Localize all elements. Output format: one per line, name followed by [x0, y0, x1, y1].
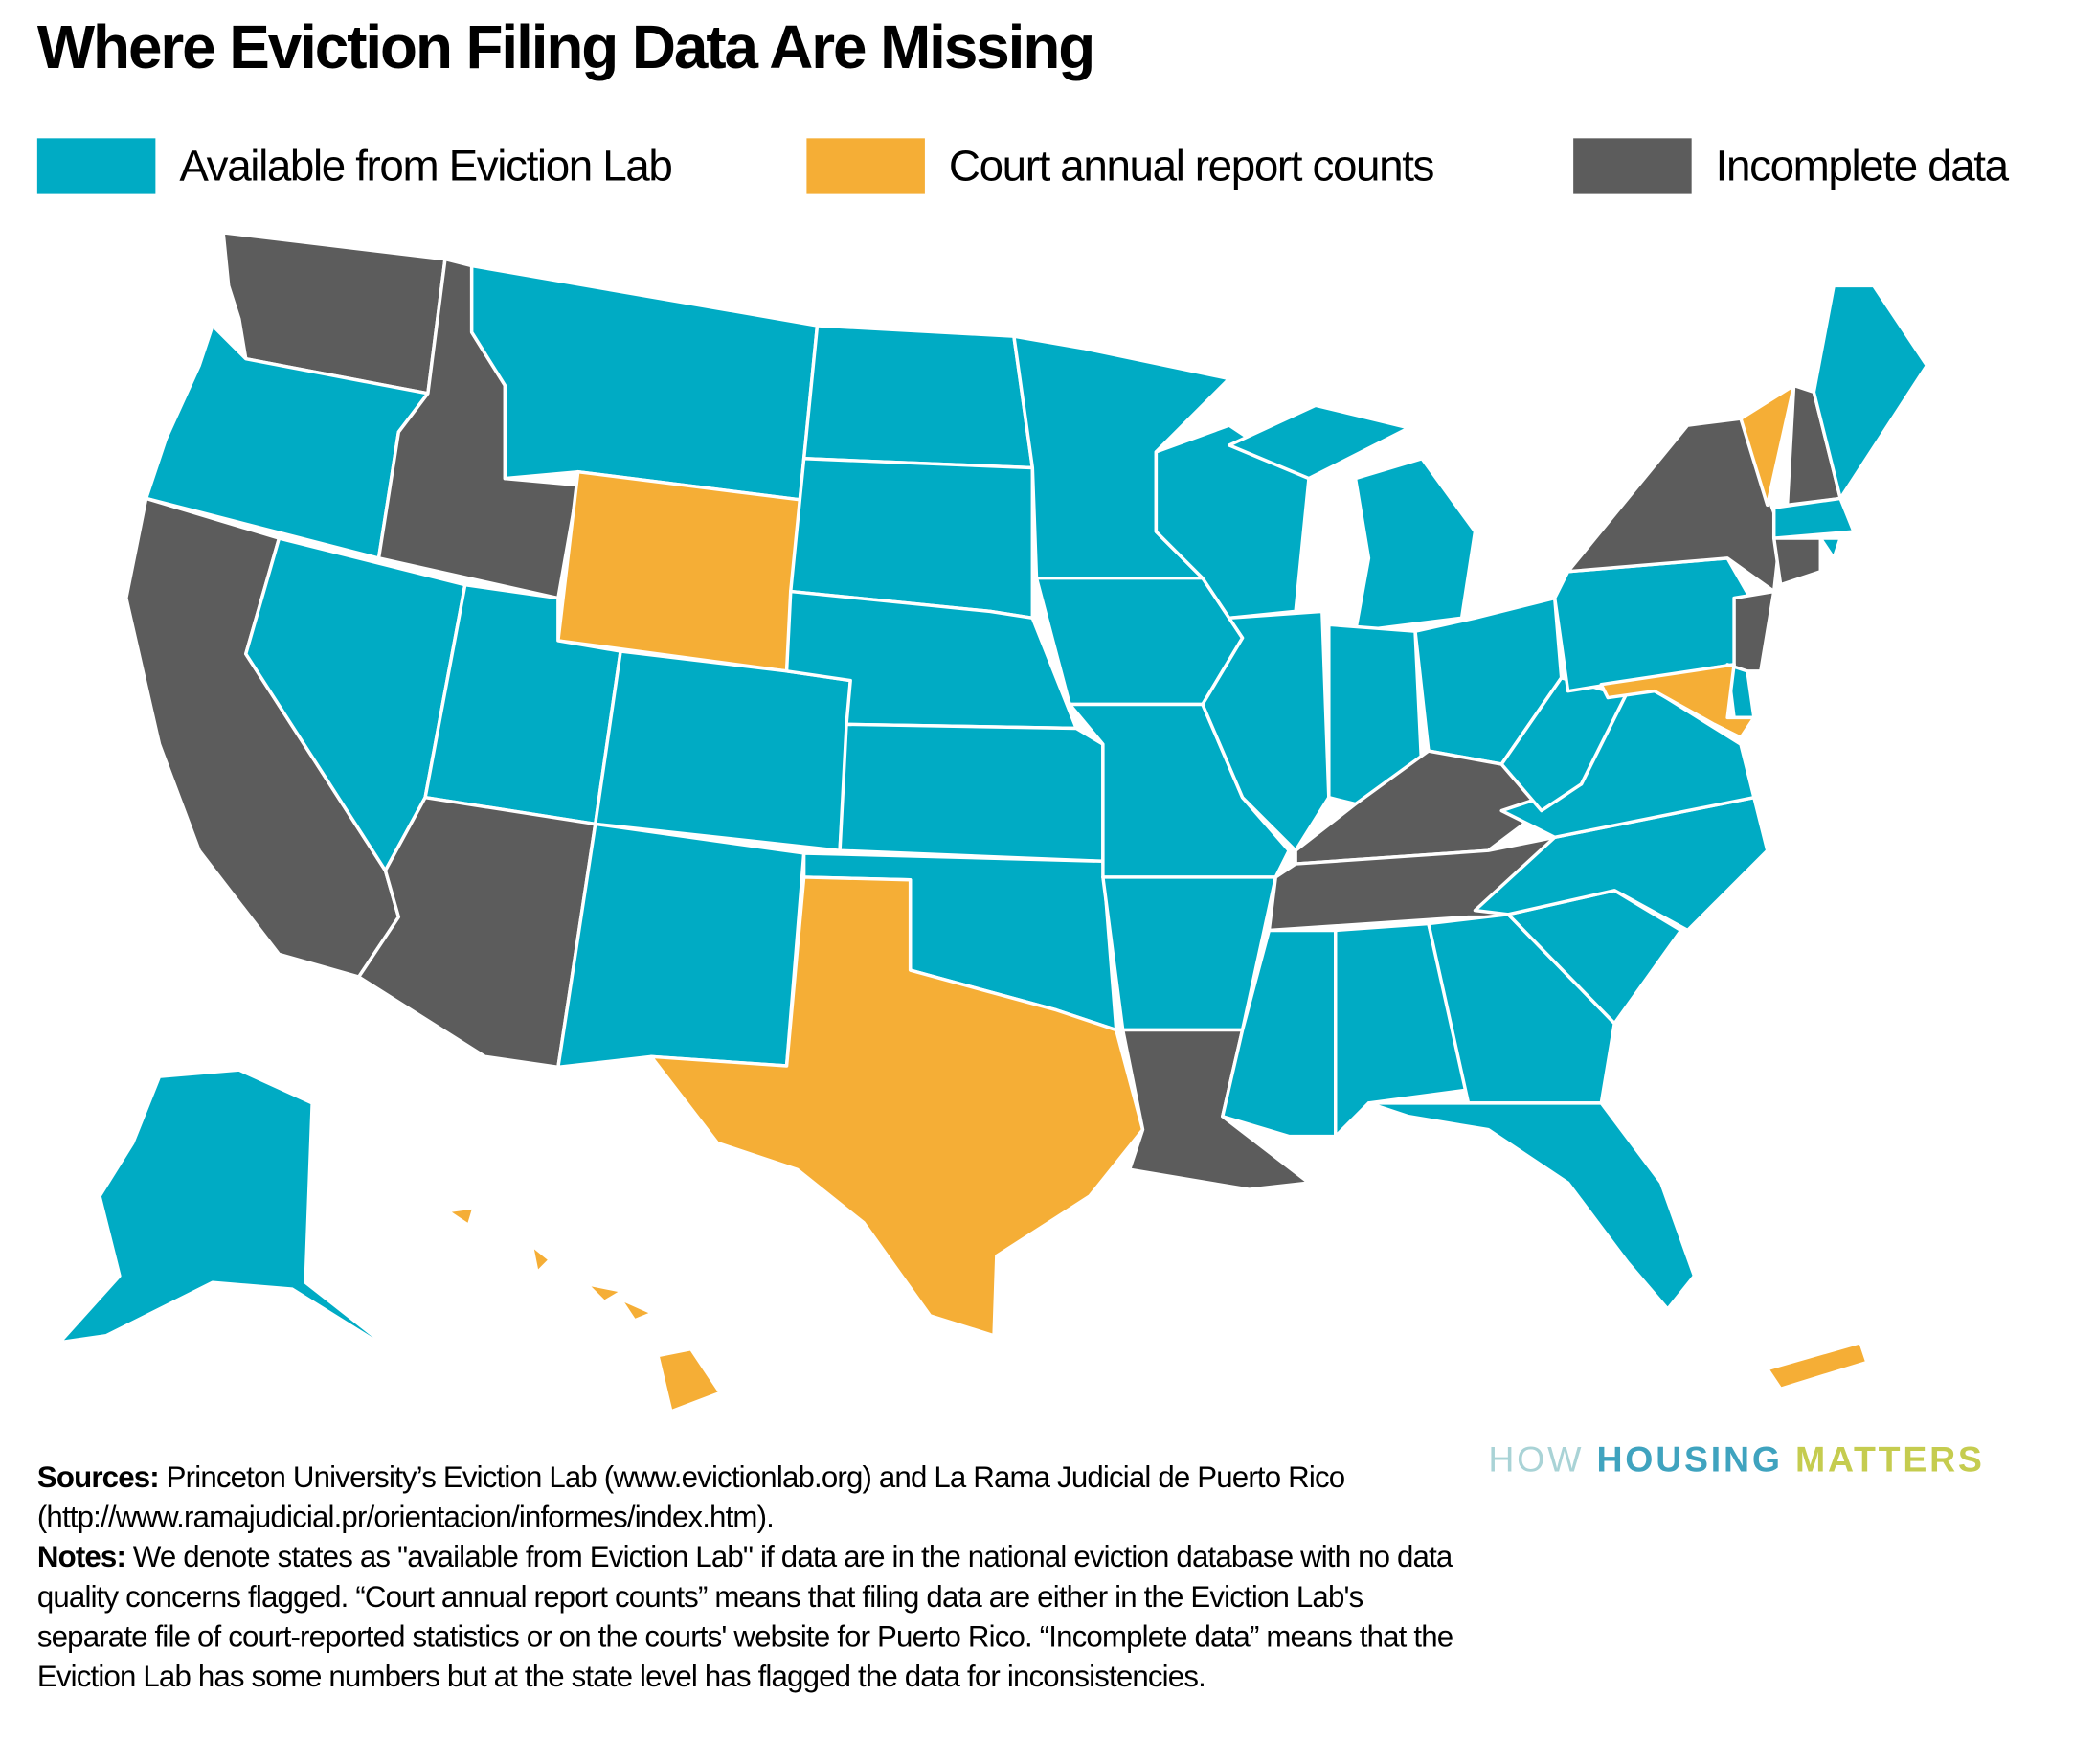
- legend-swatch-available: [36, 138, 156, 194]
- how-housing-matters-logo: HOW HOUSING MATTERS: [1488, 1439, 1984, 1481]
- map-title: Where Eviction Filing Data Are Missing: [36, 11, 1095, 81]
- state-md: [1599, 663, 1756, 739]
- state-ri: [1818, 536, 1842, 560]
- legend-item-incomplete: Incomplete data: [1573, 138, 2009, 194]
- logo-word: MATTERS: [1794, 1438, 1985, 1480]
- legend-item-court: Court annual report counts: [806, 138, 1435, 194]
- legend-swatch-court: [806, 138, 925, 194]
- state-ma: [1771, 496, 1856, 540]
- state-vt: [1739, 383, 1796, 508]
- state-mt: [469, 263, 820, 502]
- state-ga: [1427, 913, 1616, 1105]
- sources: Sources: Princeton University’s Eviction…: [37, 1458, 1473, 1537]
- state-hi-island: [591, 1286, 619, 1300]
- notes: Notes: We denote states as "available fr…: [37, 1538, 1473, 1698]
- state-hi-island: [451, 1209, 472, 1223]
- state-nj: [1732, 589, 1776, 673]
- legend-item-available: Available from Eviction Lab: [36, 138, 673, 194]
- notes-text: We denote states as "available from Evic…: [36, 1540, 1453, 1694]
- notes-label: Notes:: [36, 1540, 126, 1574]
- state-ak: [57, 1068, 401, 1358]
- state-il: [1201, 609, 1331, 852]
- state-mi-up: [1227, 403, 1410, 481]
- footer-notes: Sources: Princeton University’s Eviction…: [37, 1458, 1473, 1697]
- state-nd: [801, 324, 1035, 470]
- state-ks: [838, 722, 1105, 864]
- logo-word: HOW: [1488, 1438, 1585, 1480]
- state-mi: [1353, 457, 1477, 633]
- state-ia: [1034, 576, 1245, 707]
- state-hi: [656, 1346, 722, 1413]
- state-al: [1334, 921, 1471, 1139]
- state-fl: [1366, 1101, 1697, 1311]
- state-tx: [649, 875, 1145, 1338]
- legend-label: Available from Eviction Lab: [179, 141, 672, 191]
- sources-label: Sources:: [36, 1460, 160, 1494]
- state-nm: [556, 822, 806, 1070]
- legend-swatch-incomplete: [1573, 138, 1692, 194]
- state-me: [1812, 283, 1929, 501]
- state-hi-island: [533, 1249, 548, 1270]
- state-co: [593, 649, 852, 852]
- logo-word: HOUSING: [1596, 1438, 1783, 1480]
- legend-label: Incomplete data: [1715, 141, 2009, 191]
- state-ct: [1771, 536, 1823, 587]
- state-hi-island: [624, 1302, 649, 1319]
- state-pr: [1766, 1340, 1869, 1391]
- sources-text: Princeton University’s Eviction Lab (www…: [36, 1460, 1345, 1534]
- legend-label: Court annual report counts: [948, 141, 1435, 191]
- us-state-map: [57, 231, 1929, 1413]
- state-wy: [556, 469, 802, 673]
